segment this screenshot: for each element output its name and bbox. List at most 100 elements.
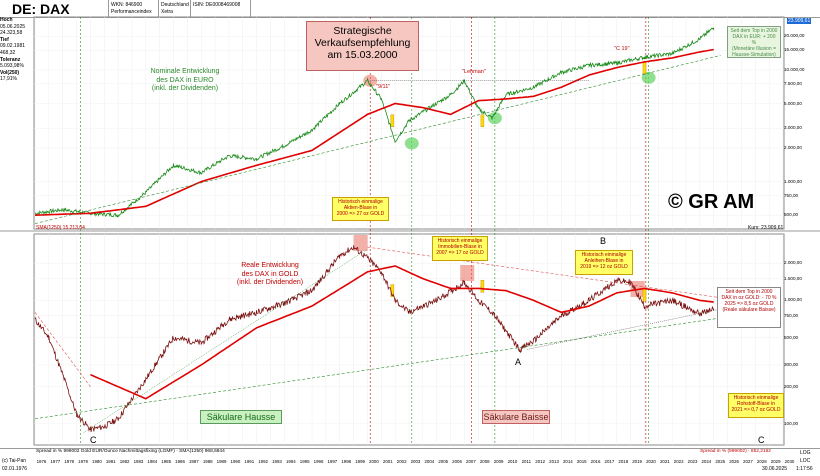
x-tick-label: 1977 (50, 459, 61, 464)
x-tick-label: 2020 (646, 459, 656, 464)
copyright-label: © GR AM (668, 191, 755, 213)
log-toggle[interactable]: LOG (800, 450, 811, 456)
x-tick-label: 2013 (549, 459, 559, 464)
venue-label: Xetra (161, 9, 173, 15)
hausse-box: Säkulare Hausse (200, 410, 282, 424)
spread-label: Spread in % 999002 Gold EUR/Ounce Nachmi… (36, 449, 225, 454)
info-vol-value: 17,91% (0, 76, 17, 83)
kurs-label: Kurs: 23.909,61 (748, 225, 784, 231)
last-price-badge: 23.909,61 (787, 18, 812, 24)
x-tick-label: 2001 (382, 459, 393, 464)
x-tick-label: 2002 (396, 459, 407, 464)
series-layer (34, 27, 721, 433)
strategic-sell-text: Strategische Verkaufsempfehlung am 15.03… (314, 25, 411, 61)
loc-toggle[interactable]: LOC (800, 458, 811, 464)
anleihe-bubble-box: Historisch einmalige Anleihen-Blase in 2… (575, 250, 633, 275)
rohstoff-bubble-box: Historisch einmalige Rohstoff-Blase in 2… (728, 393, 784, 418)
y-tick-label: 300,00 (784, 361, 799, 367)
info-tief-label: Tief (0, 36, 9, 43)
y-tick-label: 3.000,00 (784, 125, 802, 131)
x-tick-label: 1988 (202, 459, 213, 464)
x-tick-label: 1993 (272, 459, 282, 464)
y-tick-label: 1.000,00 (784, 178, 802, 184)
label-c-right: C (758, 435, 765, 445)
dax-gold-series (34, 245, 715, 432)
x-tick-label: 2017 (604, 459, 615, 464)
y-tick-label: 2.000,00 (784, 260, 802, 266)
info-tief-value: 468,32 (0, 49, 16, 56)
x-tick-label: 1985 (161, 459, 172, 464)
header-divider (158, 0, 159, 17)
x-tick-label: 1999 (355, 459, 365, 464)
sma-top-label: SMA(1250) 15.213,04 (36, 225, 85, 231)
bottom-support-line (34, 317, 721, 420)
x-tick-label: 1997 (327, 459, 338, 464)
x-tick-label: 2024 (701, 459, 712, 464)
taipan-label: (c) Tai-Pan (2, 458, 27, 464)
y-tick-label: 15.000,00 (784, 47, 805, 53)
y-tick-label: 200,00 (784, 383, 799, 389)
info-toleranz-value: 5.093,98% (0, 63, 24, 70)
event-flag (390, 114, 395, 128)
bubble-marker (487, 112, 502, 125)
x-tick-label: 2014 (562, 459, 573, 464)
top-trendline (34, 55, 721, 224)
y-tick-label: 500,00 (784, 212, 799, 218)
x-tick-label: 2010 (507, 459, 518, 464)
x-tick-label: 1986 (175, 459, 185, 464)
x-tick-label: 1978 (64, 459, 75, 464)
perf-label: Performanceindex (111, 9, 152, 15)
strategic-sell-box: Strategische Verkaufsempfehlung am 15.03… (306, 21, 419, 71)
x-tick-label: 1992 (258, 459, 269, 464)
x-tick-label: 2009 (493, 459, 504, 464)
x-tick-label: 2005 (438, 459, 449, 464)
event-flag (642, 61, 647, 74)
y-tick-label: 2.000,00 (784, 144, 802, 150)
event-flag (642, 289, 647, 302)
x-tick-label: 2004 (424, 459, 435, 464)
footer-bar: Spread in % 999002 Gold EUR/Ounce Nachmi… (0, 448, 820, 476)
end-date-label: 30.06.2025 (762, 466, 788, 472)
x-tick-label: 1990 (230, 459, 241, 464)
y-tick-label: 500,00 (784, 334, 799, 340)
x-tick-label: 1979 (78, 459, 88, 464)
info-hoch-label: Hoch (0, 17, 13, 23)
x-tick-label: 1995 (299, 459, 310, 464)
start-date-label: 02.01.1976 (2, 466, 28, 472)
spread-right-label: Spread in % (999002) · 852,2162 (700, 449, 771, 454)
header-divider (250, 0, 251, 17)
x-tick-label: 2023 (687, 459, 698, 464)
dax-nominal-series (34, 27, 715, 218)
dax-nominal-sma (34, 48, 714, 216)
y-tick-label: 5.000,00 (784, 100, 802, 106)
bottom-hausse-line (83, 248, 368, 433)
y-tick-label: 1.000,00 (784, 297, 802, 303)
real-decline-box: Seit dem Top in 2000 DAX in oz GOLD: - 7… (717, 287, 781, 328)
wkn-label: WKN: 846900 (111, 2, 143, 8)
x-tick-label: 2029 (770, 459, 781, 464)
y-tick-label: 7.500,00 (784, 80, 802, 86)
immo-bubble-box: Historisch einmalige Immobilien-Blase in… (432, 236, 488, 261)
x-tick-label: 1976 (36, 459, 47, 464)
x-tick-label: 1998 (341, 459, 352, 464)
bottom-a-line (526, 308, 721, 350)
x-tick-label: 2011 (521, 459, 532, 464)
x-tick-label: 2025 (715, 459, 726, 464)
x-tick-label: 1984 (147, 459, 158, 464)
x-tick-label: 1987 (188, 459, 199, 464)
instrument-title: DE: DAX (12, 1, 70, 17)
x-tick-label: 1981 (105, 459, 116, 464)
x-tick-label: 1991 (244, 459, 255, 464)
x-tick-label: 1980 (92, 459, 102, 464)
x-tick-label: 2015 (576, 459, 587, 464)
x-tick-label: 2019 (632, 459, 643, 464)
bubble-marker (641, 71, 656, 84)
x-tick-label: 2030 (784, 459, 795, 464)
baisse-box: Säkulare Baisse (482, 410, 550, 424)
lehman-label: "Lehman" (462, 69, 486, 75)
info-toleranz-label: Toleranz (0, 56, 21, 63)
label-b: B (600, 236, 607, 246)
x-tick-label: 2026 (729, 459, 739, 464)
x-tick-label: 2007 (466, 459, 476, 464)
x-tick-label: 2021 (659, 459, 670, 464)
